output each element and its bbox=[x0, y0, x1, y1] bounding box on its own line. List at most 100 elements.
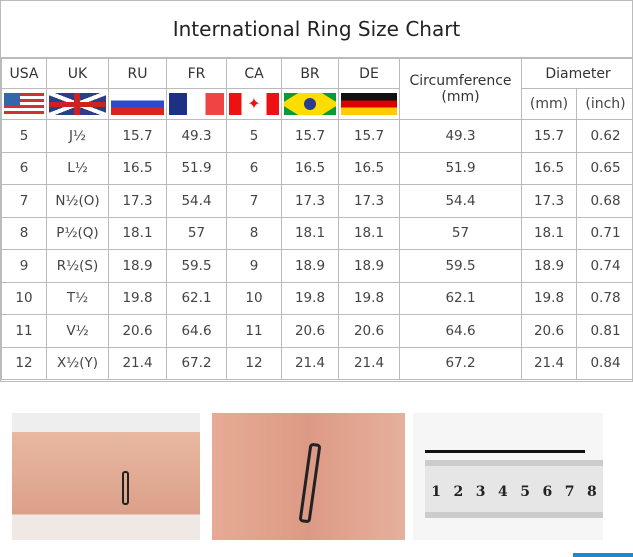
header-ca: CA bbox=[226, 58, 282, 89]
table-row: 10 T½ 19.8 62.1 10 19.8 19.8 62.1 19.8 0.78 bbox=[1, 281, 633, 315]
table-cell: 20.6 bbox=[108, 314, 167, 348]
table-cell: 9 bbox=[226, 249, 282, 283]
table-cell: 20.6 bbox=[338, 314, 400, 348]
table-cell: P½(Q) bbox=[46, 216, 109, 250]
table-cell: 67.2 bbox=[399, 346, 522, 380]
table-cell: 15.7 bbox=[281, 119, 339, 153]
table-row: 5 J½ 15.7 49.3 5 15.7 15.7 49.3 15.7 0.62 bbox=[1, 119, 633, 153]
ruler-number: 6 bbox=[542, 484, 553, 500]
flag-cell bbox=[166, 88, 227, 120]
table-cell: 64.6 bbox=[399, 314, 522, 348]
table-cell: 59.5 bbox=[166, 249, 227, 283]
table-cell: 17.3 bbox=[521, 184, 577, 218]
header-usa: USA bbox=[1, 58, 47, 89]
table-cell: 15.7 bbox=[108, 119, 167, 153]
table-cell: 0.71 bbox=[575, 216, 633, 250]
table-cell: 62.1 bbox=[166, 281, 227, 315]
header-fr: FR bbox=[166, 58, 227, 89]
table-cell: 67.2 bbox=[166, 346, 227, 380]
header-uk: UK bbox=[46, 58, 109, 89]
table-cell: 12 bbox=[1, 346, 47, 380]
flag-cell bbox=[338, 88, 400, 120]
hand-photo bbox=[12, 413, 200, 540]
ruler-number: 4 bbox=[498, 484, 508, 500]
table-cell: 0.78 bbox=[575, 281, 633, 315]
table-cell: 9 bbox=[1, 249, 47, 283]
table-cell: 10 bbox=[226, 281, 282, 315]
table-cell: 17.3 bbox=[338, 184, 400, 218]
ring-size-chart: International Ring Size Chart USA UK RU FR C… bbox=[0, 0, 633, 382]
table-cell: 57 bbox=[399, 216, 522, 250]
ruler-number: 8 bbox=[587, 484, 597, 500]
table-cell: 12 bbox=[226, 346, 282, 380]
table-cell: 0.65 bbox=[575, 151, 633, 185]
table-cell: X½(Y) bbox=[46, 346, 109, 380]
table-row: 6 L½ 16.5 51.9 6 16.5 16.5 51.9 16.5 0.65 bbox=[1, 151, 633, 185]
uk-flag-icon bbox=[49, 93, 106, 115]
table-cell: 59.5 bbox=[399, 249, 522, 283]
table-cell: 62.1 bbox=[399, 281, 522, 315]
table-cell: 19.8 bbox=[521, 281, 577, 315]
table-cell: 18.1 bbox=[281, 216, 339, 250]
table-cell: 16.5 bbox=[338, 151, 400, 185]
header-diameter-inch: (inch) bbox=[575, 88, 633, 120]
table-cell: 17.3 bbox=[281, 184, 339, 218]
table-cell: 19.8 bbox=[338, 281, 400, 315]
ring-on-finger bbox=[298, 442, 322, 524]
ruler-number: 2 bbox=[453, 484, 464, 500]
russia-flag-icon bbox=[111, 93, 164, 115]
ruler-number: 5 bbox=[520, 484, 530, 500]
table-cell: 17.3 bbox=[108, 184, 167, 218]
table-cell: 18.9 bbox=[108, 249, 167, 283]
table-cell: N½(O) bbox=[46, 184, 109, 218]
ring-on-finger bbox=[122, 471, 129, 505]
flag-cell bbox=[108, 88, 167, 120]
size-table: USA UK RU FR CA BR DE Circumference (mm) Diameter… bbox=[1, 58, 633, 380]
measuring-wire bbox=[425, 450, 585, 453]
table-cell: 18.9 bbox=[338, 249, 400, 283]
table-cell: 6 bbox=[1, 151, 47, 185]
table-cell: 20.6 bbox=[281, 314, 339, 348]
table-cell: 15.7 bbox=[521, 119, 577, 153]
germany-flag-icon bbox=[341, 93, 397, 115]
brazil-flag-icon bbox=[284, 93, 336, 115]
table-cell: 7 bbox=[1, 184, 47, 218]
header-ru: RU bbox=[108, 58, 167, 89]
header-circumference: Circumference (mm) bbox=[399, 58, 522, 120]
table-cell: 51.9 bbox=[166, 151, 227, 185]
ruler-number: 1 bbox=[431, 484, 441, 500]
table-cell: 20.6 bbox=[521, 314, 577, 348]
table-cell: 54.4 bbox=[166, 184, 227, 218]
chart-title: International Ring Size Chart bbox=[1, 1, 632, 58]
ruler-number: 7 bbox=[564, 484, 575, 500]
table-cell: 49.3 bbox=[399, 119, 522, 153]
finger-closeup-photo bbox=[212, 413, 405, 540]
canada-flag-icon bbox=[229, 93, 279, 115]
table-cell: 21.4 bbox=[338, 346, 400, 380]
table-row: 7 N½(O) 17.3 54.4 7 17.3 17.3 54.4 17.3 0.68 bbox=[1, 184, 633, 218]
table-cell: T½ bbox=[46, 281, 109, 315]
table-cell: 10 bbox=[1, 281, 47, 315]
table-cell: J½ bbox=[46, 119, 109, 153]
table-cell: 5 bbox=[1, 119, 47, 153]
table-cell: 16.5 bbox=[108, 151, 167, 185]
table-cell: 21.4 bbox=[108, 346, 167, 380]
table-cell: 18.9 bbox=[281, 249, 339, 283]
table-cell: 18.1 bbox=[338, 216, 400, 250]
table-cell: V½ bbox=[46, 314, 109, 348]
table-cell: 18.9 bbox=[521, 249, 577, 283]
table-cell: 8 bbox=[226, 216, 282, 250]
table-row: 8 P½(Q) 18.1 57 8 18.1 18.1 57 18.1 0.71 bbox=[1, 216, 633, 250]
table-cell: 21.4 bbox=[281, 346, 339, 380]
flag-cell bbox=[46, 88, 109, 120]
table-cell: 0.68 bbox=[575, 184, 633, 218]
table-cell: 51.9 bbox=[399, 151, 522, 185]
table-cell: 18.1 bbox=[521, 216, 577, 250]
table-cell: 11 bbox=[226, 314, 282, 348]
table-cell: 15.7 bbox=[338, 119, 400, 153]
table-cell: 5 bbox=[226, 119, 282, 153]
table-cell: 8 bbox=[1, 216, 47, 250]
accent-bar bbox=[573, 553, 633, 557]
header-diameter: Diameter bbox=[520, 58, 633, 89]
